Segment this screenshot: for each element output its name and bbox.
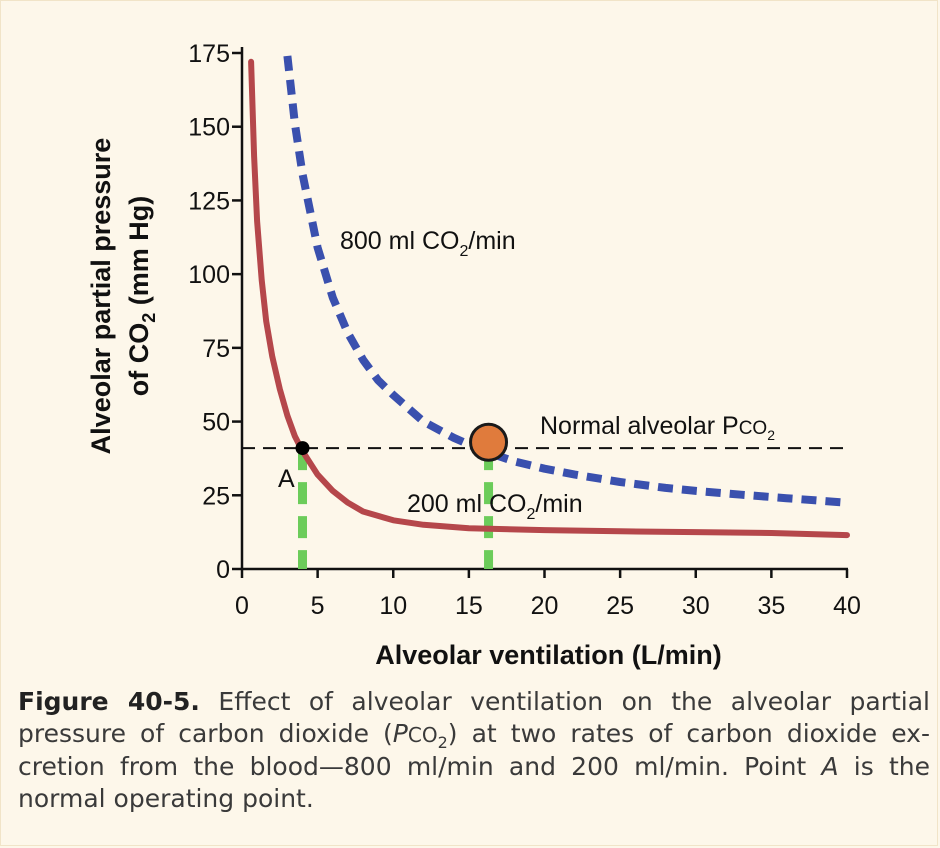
series-line-200ml: [248, 58, 850, 539]
x-tick-label: 5: [311, 592, 325, 620]
drop-lines: [298, 448, 494, 569]
y-tick-label: 50: [202, 409, 230, 437]
y-axis-title-sub: 2: [139, 313, 159, 323]
y-axis-title-pre: of CO: [124, 323, 154, 397]
x-tick-label: 0: [235, 592, 249, 620]
y-tick-label: 0: [216, 556, 230, 584]
series-line-800ml: [283, 55, 848, 507]
points-group: [295, 422, 509, 462]
point-a: [295, 441, 310, 456]
x-tick-label: 25: [606, 592, 634, 620]
caption-sub-2: 2: [437, 733, 448, 752]
chart: 0 25 50 75 100 125 150 175 0 5 10 15 20 25 30 35 40 Alveo…: [86, 40, 861, 670]
y-tick-label: 150: [188, 114, 230, 142]
y-axis-title-post: (mm Hg): [124, 196, 154, 313]
x-tick-label: 30: [682, 592, 710, 620]
series-label-800ml-post: /min: [468, 227, 515, 255]
series-label-200ml-pre: 200 ml CO: [407, 490, 526, 518]
y-tick-label: 125: [188, 187, 230, 215]
series-label-200ml-post: /min: [535, 490, 582, 518]
series-label-200ml: 200 ml CO2/min: [407, 490, 583, 523]
series-group: [248, 55, 850, 539]
y-tick-label: 175: [188, 40, 230, 68]
x-tick-label: 40: [833, 592, 861, 620]
caption-italic-p: P: [392, 719, 408, 748]
series-label-800ml-sub: 2: [459, 243, 468, 260]
reference-line-label-co: CO: [739, 418, 768, 439]
point-800ml-operating: [469, 422, 509, 462]
y-tick-label: 75: [202, 335, 230, 363]
y-axis-title-line2: of CO2 (mm Hg): [124, 196, 159, 397]
y-tick-label: 100: [188, 261, 230, 289]
x-tick-label: 35: [757, 592, 785, 620]
x-tick-label: 15: [455, 592, 483, 620]
point-a-label: A: [278, 465, 295, 493]
series-label-800ml-pre: 800 ml CO: [340, 227, 459, 255]
figure-caption: Figure 40-5. Effect of alveolar ventilat…: [18, 686, 930, 815]
reference-line-label: Normal alveolar PCO2: [540, 412, 775, 443]
y-axis-title-line1: Alveolar partial pressure: [86, 138, 116, 455]
caption-text-3: is the normal operating point.: [18, 752, 930, 813]
axes: 0 25 50 75 100 125 150 175 0 5 10 15 20 25 30 35 40 Alveo…: [86, 40, 861, 670]
series-label-200ml-sub: 2: [526, 506, 535, 523]
caption-italic-a: A: [821, 752, 839, 781]
reference-line-label-pre: Normal alveolar P: [540, 412, 739, 440]
series-label-800ml: 800 ml CO2/min: [340, 227, 516, 260]
caption-label: Figure 40-5.: [18, 687, 200, 716]
x-axis-title: Alveolar ventilation (L/min): [375, 640, 722, 670]
reference-line-label-sub: 2: [767, 427, 775, 443]
caption-co: CO: [407, 723, 438, 747]
x-tick-label: 20: [531, 592, 559, 620]
caption-text-1: Effect of alveolar ventilation on the al…: [18, 687, 930, 748]
caption-text-2: ) at two rates of carbon dioxide ex­cret…: [18, 719, 930, 781]
y-tick-label: 25: [202, 482, 230, 510]
x-tick-label: 10: [379, 592, 407, 620]
